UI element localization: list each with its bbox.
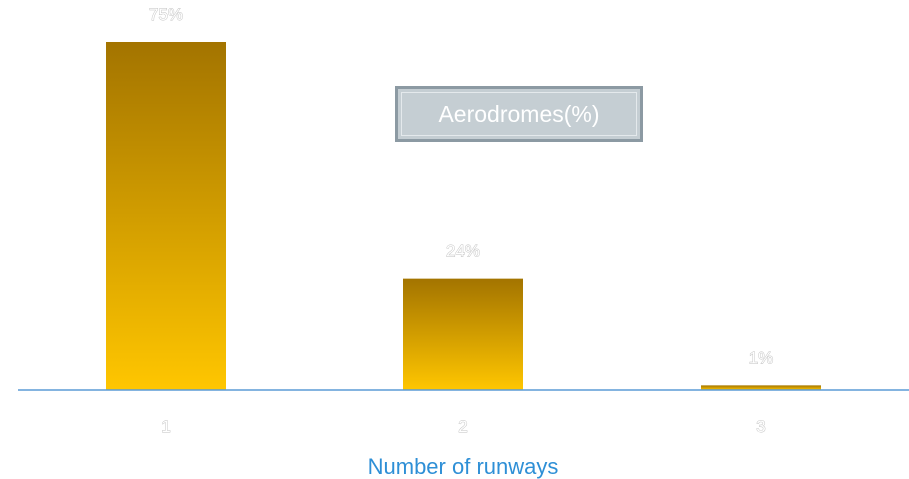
data-label-2: 24% [446, 242, 480, 261]
data-label-3: 1% [749, 348, 774, 367]
legend-box: Aerodromes(%) [395, 86, 643, 142]
bars [106, 42, 821, 390]
x-tick-label-1: 1 [161, 417, 170, 436]
x-tick-labels: 1 2 3 [161, 417, 766, 437]
bar-2 [403, 278, 523, 390]
x-tick-label-2: 2 [458, 417, 467, 436]
bar-1 [106, 42, 226, 390]
legend-label: Aerodromes(%) [438, 100, 600, 127]
data-labels: 75% 24% 1% [149, 5, 774, 368]
bar-3 [701, 385, 821, 390]
x-axis-title: Number of runways [368, 454, 559, 479]
x-tick-label-3: 3 [756, 417, 765, 436]
data-label-1: 75% [149, 5, 183, 24]
